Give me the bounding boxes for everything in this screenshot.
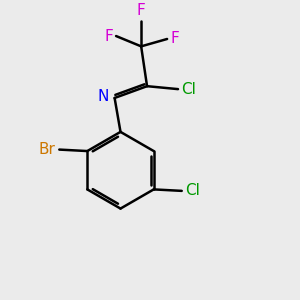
Text: Cl: Cl [185,183,200,198]
Text: Cl: Cl [182,82,196,97]
Text: F: F [104,28,113,44]
Text: N: N [98,89,109,104]
Text: F: F [137,3,146,18]
Text: Br: Br [39,142,56,157]
Text: F: F [170,32,179,46]
